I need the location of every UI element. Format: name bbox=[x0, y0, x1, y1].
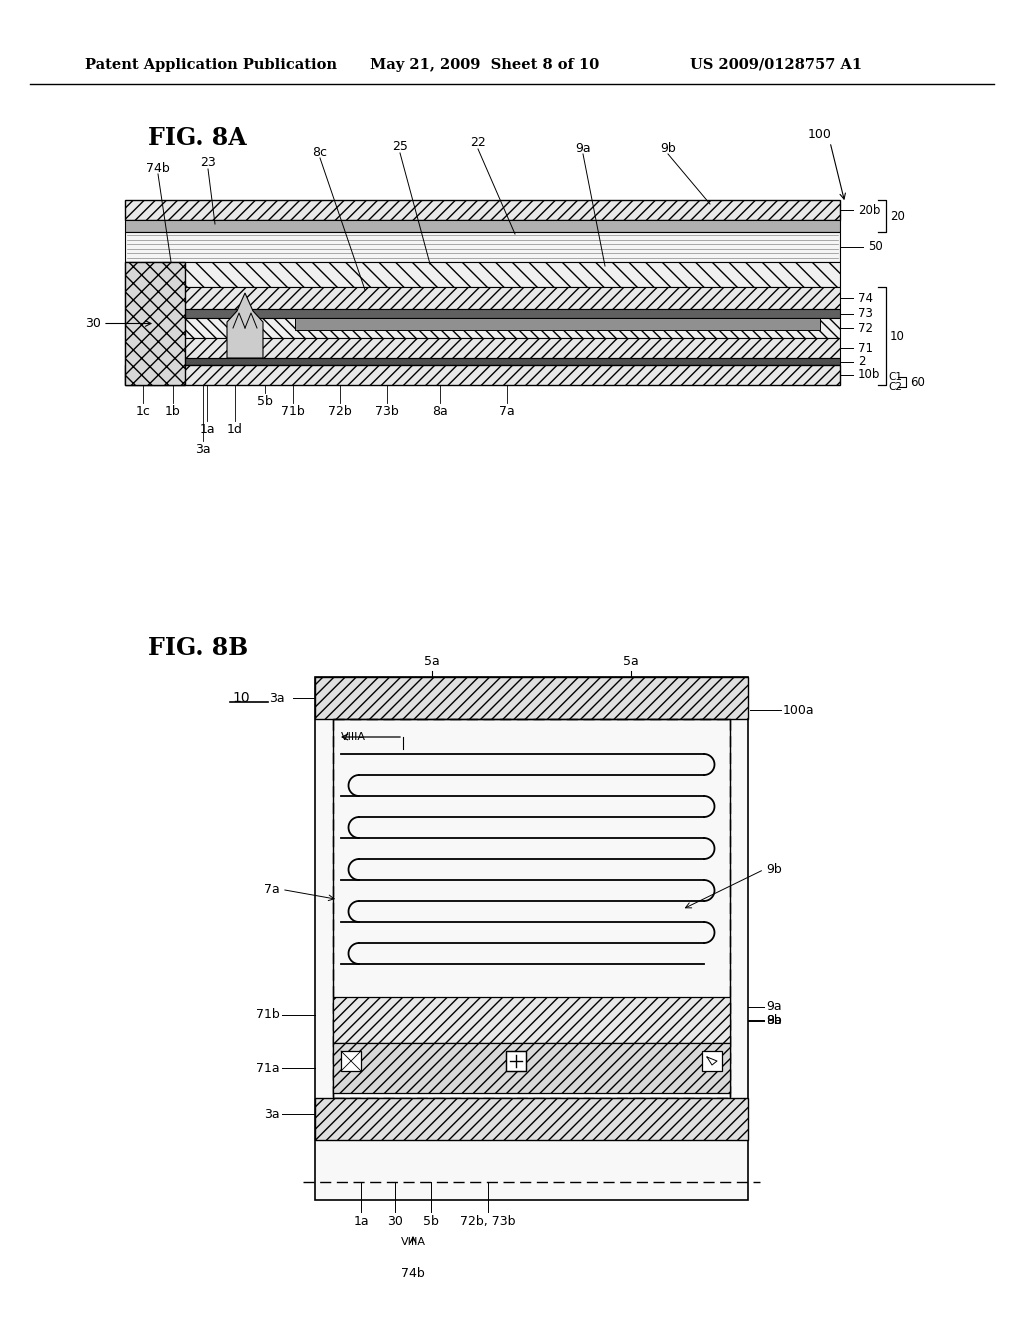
Text: US 2009/0128757 A1: US 2009/0128757 A1 bbox=[690, 58, 862, 73]
Text: 73: 73 bbox=[858, 308, 872, 319]
Bar bbox=[125, 309, 840, 318]
Text: 73b: 73b bbox=[375, 405, 399, 418]
Text: 7a: 7a bbox=[264, 883, 280, 896]
Bar bbox=[333, 1043, 730, 1093]
Text: VIIIA: VIIIA bbox=[341, 733, 366, 742]
Text: 10: 10 bbox=[232, 690, 250, 705]
Text: May 21, 2009  Sheet 8 of 10: May 21, 2009 Sheet 8 of 10 bbox=[370, 58, 599, 73]
Bar bbox=[125, 366, 840, 385]
Text: 50: 50 bbox=[868, 240, 883, 253]
Text: 8a: 8a bbox=[432, 405, 447, 418]
Bar bbox=[125, 201, 840, 220]
Text: VIIIA: VIIIA bbox=[400, 1237, 426, 1247]
Text: C1: C1 bbox=[888, 372, 902, 381]
Text: FIG. 8B: FIG. 8B bbox=[148, 636, 248, 660]
Text: 5a: 5a bbox=[624, 655, 639, 668]
Text: 20b: 20b bbox=[858, 203, 881, 216]
Text: 23: 23 bbox=[200, 157, 216, 169]
Bar bbox=[506, 1051, 526, 1071]
Text: 71b: 71b bbox=[282, 405, 305, 418]
Text: 30: 30 bbox=[387, 1214, 402, 1228]
Text: 72b, 73b: 72b, 73b bbox=[460, 1214, 516, 1228]
Bar bbox=[341, 1051, 361, 1071]
Bar bbox=[315, 677, 748, 1200]
Text: Patent Application Publication: Patent Application Publication bbox=[85, 58, 337, 73]
Text: 1a: 1a bbox=[200, 422, 215, 436]
Text: 5a: 5a bbox=[424, 655, 439, 668]
Bar bbox=[125, 232, 840, 261]
Text: 5b: 5b bbox=[423, 1214, 439, 1228]
Bar bbox=[125, 261, 185, 385]
Text: 9b: 9b bbox=[660, 141, 676, 154]
Text: 10b: 10b bbox=[858, 368, 881, 381]
Text: 71b: 71b bbox=[256, 1008, 280, 1022]
Bar bbox=[702, 1051, 722, 1071]
Text: 8c: 8c bbox=[312, 145, 328, 158]
Text: 1a: 1a bbox=[353, 1214, 369, 1228]
Text: 1c: 1c bbox=[135, 405, 151, 418]
Bar bbox=[315, 1098, 748, 1140]
Bar bbox=[125, 261, 840, 286]
Text: 1d: 1d bbox=[227, 422, 243, 436]
Text: 100a: 100a bbox=[783, 704, 815, 717]
Text: 9a: 9a bbox=[575, 141, 591, 154]
Bar bbox=[125, 338, 840, 358]
Text: 72: 72 bbox=[858, 322, 873, 334]
Text: 2: 2 bbox=[858, 355, 865, 368]
Bar bbox=[333, 997, 730, 1043]
Text: 3a: 3a bbox=[269, 692, 285, 705]
Bar bbox=[315, 677, 748, 719]
Text: 25: 25 bbox=[392, 140, 408, 153]
Bar bbox=[125, 220, 840, 232]
Text: 9b: 9b bbox=[766, 1015, 781, 1027]
Text: 71a: 71a bbox=[256, 1061, 280, 1074]
Text: 3a: 3a bbox=[264, 1107, 280, 1121]
Text: 30: 30 bbox=[85, 317, 101, 330]
Text: 9b: 9b bbox=[766, 863, 781, 876]
Text: 72b: 72b bbox=[328, 405, 352, 418]
Text: 60: 60 bbox=[910, 375, 925, 388]
Text: 8a: 8a bbox=[766, 1014, 781, 1027]
Bar bbox=[125, 318, 840, 338]
Text: 74: 74 bbox=[858, 292, 873, 305]
Text: 9a: 9a bbox=[766, 1001, 781, 1014]
Text: 100: 100 bbox=[808, 128, 831, 141]
Text: 20: 20 bbox=[890, 210, 905, 223]
Text: 74b: 74b bbox=[146, 161, 170, 174]
Text: 5b: 5b bbox=[257, 395, 273, 408]
Text: 10: 10 bbox=[890, 330, 905, 342]
Text: 74b: 74b bbox=[401, 1267, 425, 1280]
Bar bbox=[506, 1051, 526, 1071]
Text: C2: C2 bbox=[888, 381, 902, 392]
Text: 7a: 7a bbox=[499, 405, 515, 418]
Text: 3a: 3a bbox=[196, 444, 211, 455]
Text: FIG. 8A: FIG. 8A bbox=[148, 125, 247, 150]
Polygon shape bbox=[227, 293, 263, 358]
Text: 71: 71 bbox=[858, 342, 873, 355]
Text: 1b: 1b bbox=[165, 405, 181, 418]
Bar bbox=[125, 286, 840, 309]
Bar bbox=[333, 719, 730, 1098]
Text: 22: 22 bbox=[470, 136, 485, 149]
Bar bbox=[295, 318, 820, 330]
Bar bbox=[125, 358, 840, 366]
